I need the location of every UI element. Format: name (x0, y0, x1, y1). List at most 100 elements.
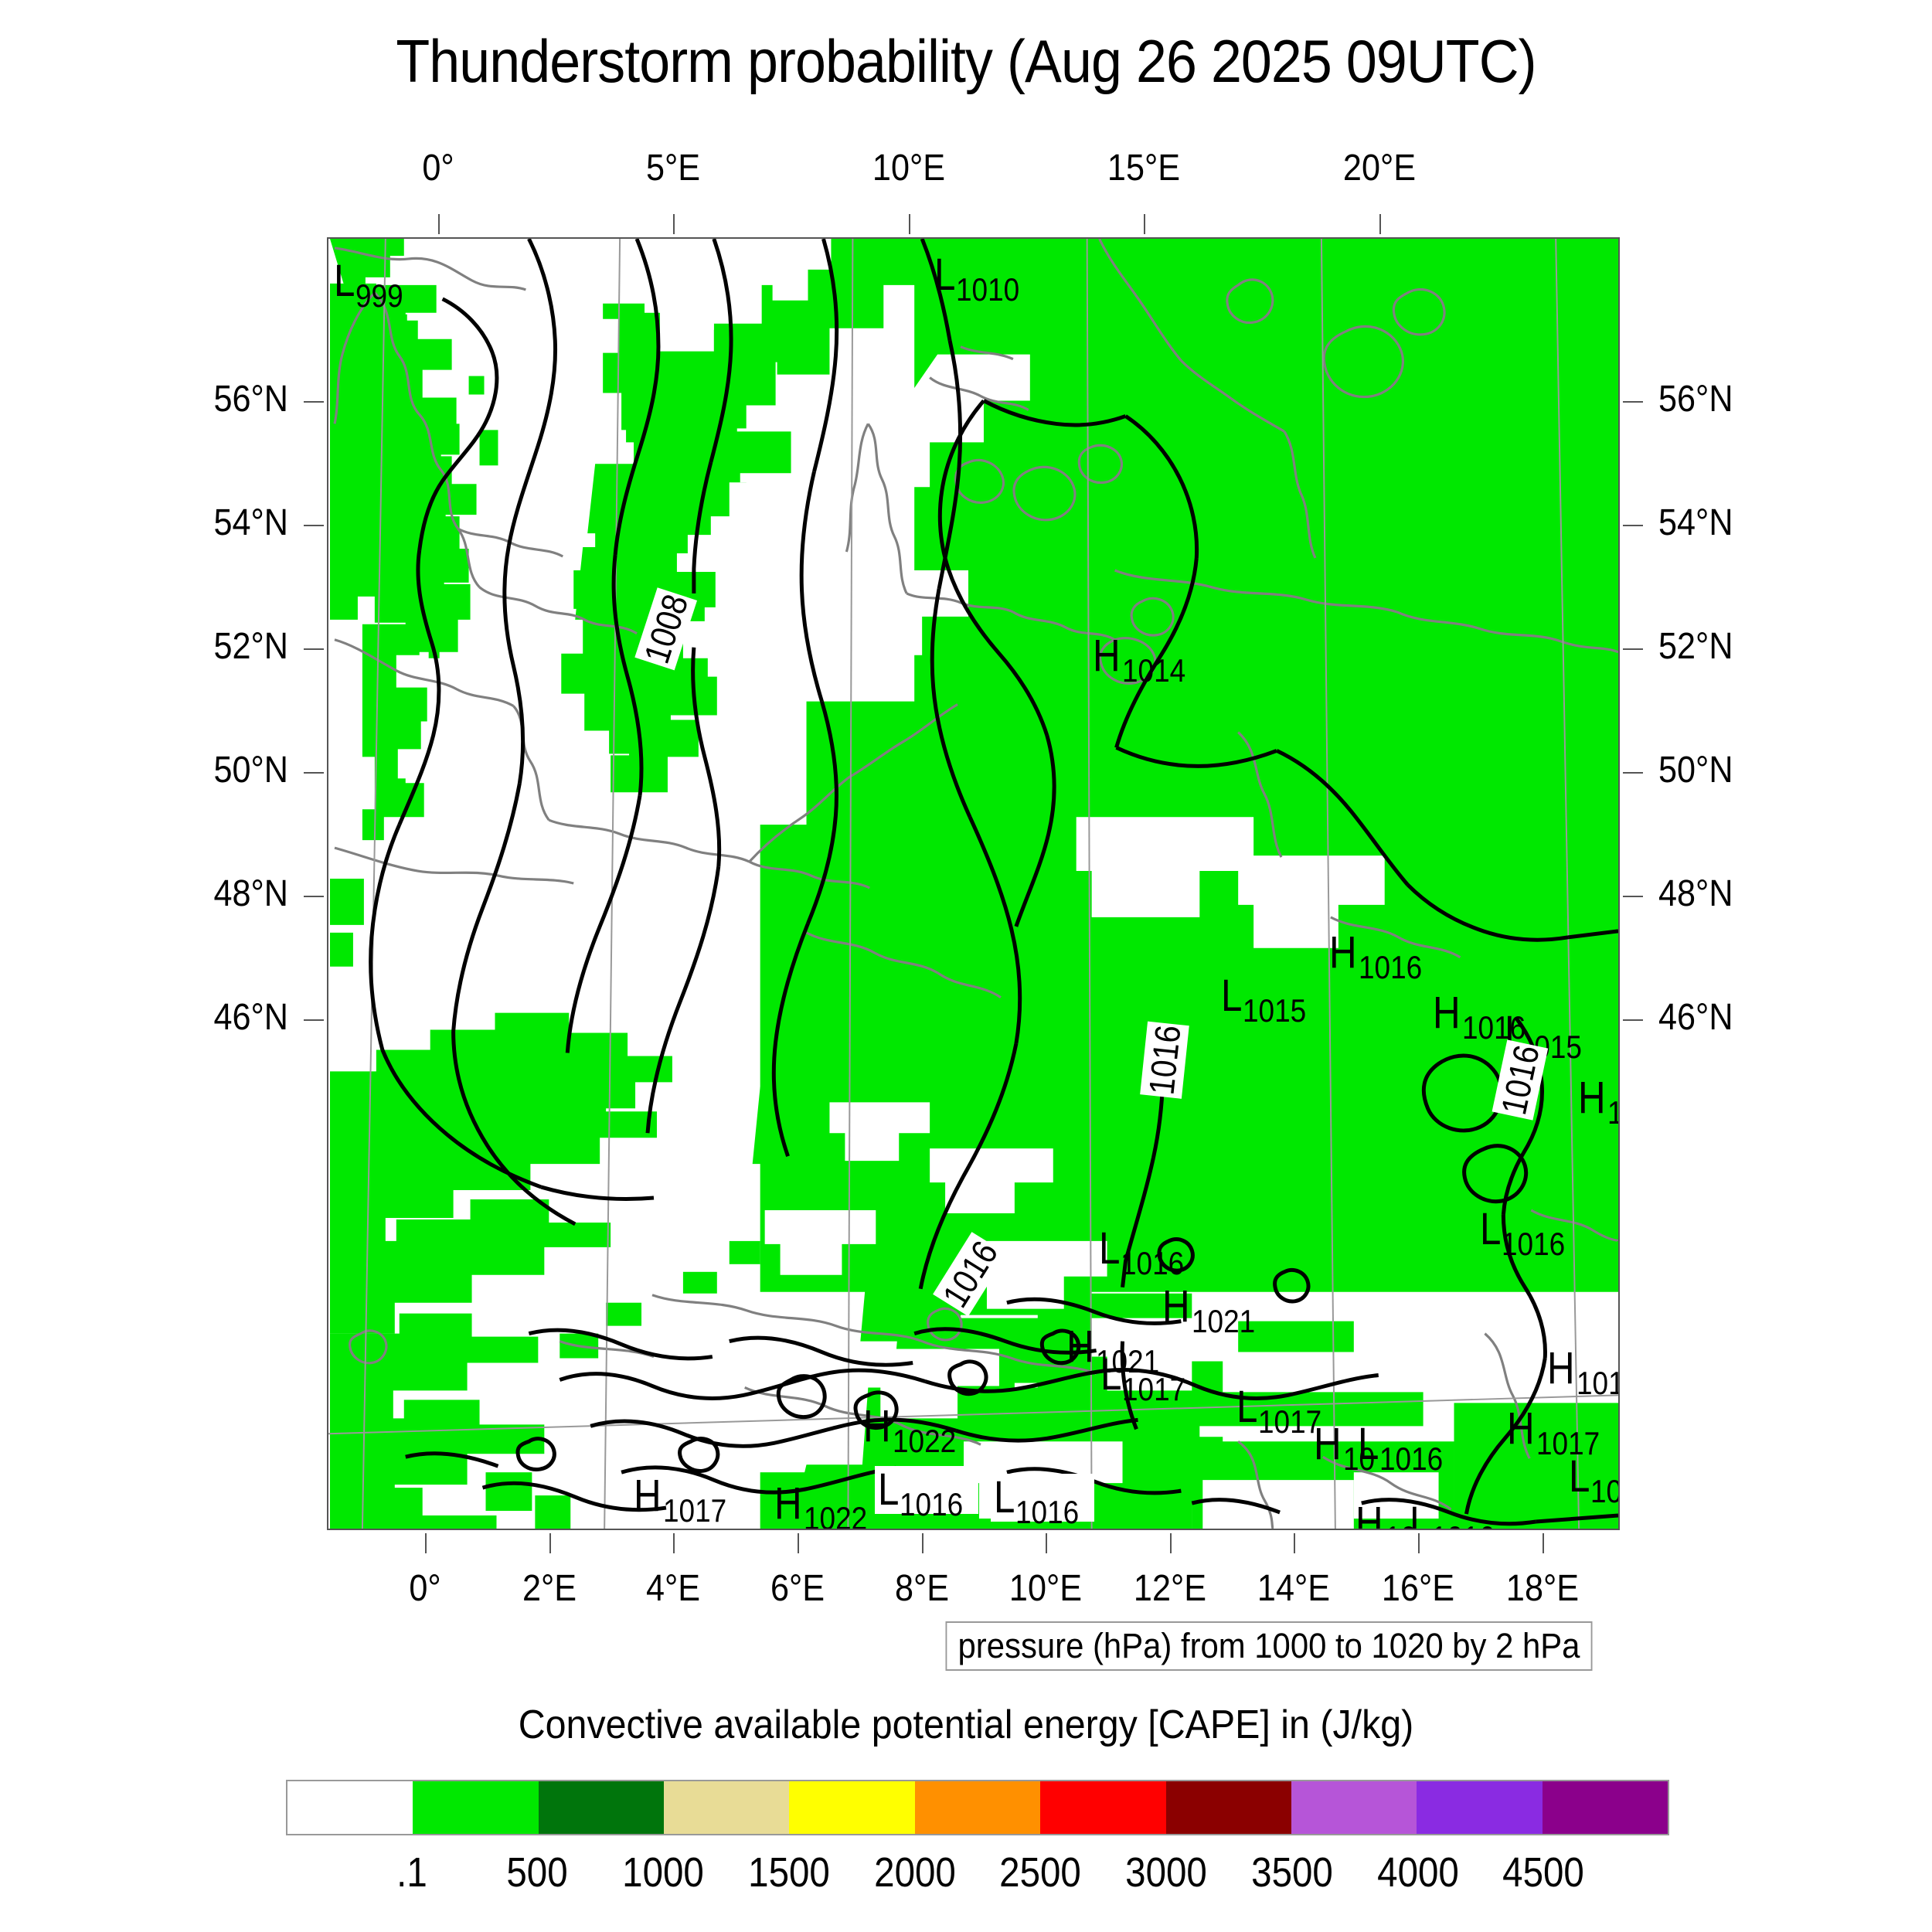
pressure-marker-value: 1021 (1095, 1343, 1160, 1379)
pressure-marker-l-9: L1016 (1099, 1223, 1196, 1280)
axis-tick-left-54°N: 54°N (213, 502, 288, 543)
axis-tickmark-bottom-7 (1294, 1533, 1296, 1553)
pressure-marker-value: 1017 (662, 1492, 727, 1529)
pressure-marker-h-7: H10 (1578, 1073, 1618, 1129)
pressure-marker-h-16: H10 (1314, 1422, 1383, 1475)
colorbar-segment-8[interactable] (1291, 1781, 1417, 1834)
axis-tickmark-top-1 (673, 214, 675, 234)
axis-tick-top-0°: 0° (422, 148, 454, 189)
axis-tick-bottom-14°E: 14°E (1257, 1568, 1331, 1609)
pressure-marker-h-20: H1017 (634, 1474, 738, 1527)
axis-tick-left-50°N: 50°N (213, 750, 288, 791)
pressure-marker-value: 10 (1342, 1440, 1376, 1477)
colorbar-segment-2[interactable] (538, 1781, 665, 1834)
colorbar[interactable] (286, 1780, 1669, 1835)
colorbar-segment-3[interactable] (664, 1781, 790, 1834)
colorbar-segment-10[interactable] (1542, 1781, 1668, 1834)
axis-tickmark-bottom-0 (425, 1533, 427, 1553)
pressure-marker-value: 1010 (956, 271, 1020, 308)
axis-tick-left-52°N: 52°N (213, 626, 288, 667)
pressure-marker-type: L (1480, 1204, 1502, 1254)
map-svg (328, 239, 1618, 1529)
pressure-marker-value: 1022 (892, 1423, 957, 1459)
colorbar-caption: Convective available potential energy [C… (518, 1702, 1414, 1747)
pressure-marker-type: L (1099, 1223, 1121, 1274)
pressure-marker-type: H (774, 1478, 802, 1529)
pressure-legend-box: pressure (hPa) from 1000 to 1020 by 2 hP… (945, 1621, 1593, 1671)
axis-tick-right-52°N: 52°N (1658, 626, 1733, 667)
pressure-marker-h-2: H1014 (1093, 634, 1197, 687)
axis-tickmark-bottom-8 (1418, 1533, 1420, 1553)
graticule (328, 239, 1618, 1529)
colorbar-segment-5[interactable] (914, 1781, 1041, 1834)
axis-tickmark-bottom-6 (1169, 1533, 1172, 1553)
axis-tick-top-20°E: 20°E (1342, 148, 1416, 189)
pressure-marker-type: H (1433, 988, 1461, 1038)
pressure-marker-value: 1021 (1191, 1303, 1256, 1339)
pressure-marker-value: 1016 (1431, 1522, 1495, 1529)
pressure-marker-value: 10 (1385, 1522, 1417, 1529)
axis-tickmark-left-3 (304, 772, 324, 774)
colorbar-tick-4500: 4500 (1502, 1849, 1585, 1896)
pressure-marker-h-18: H1017 (1507, 1406, 1611, 1460)
axis-tick-bottom-6°E: 6°E (770, 1568, 825, 1609)
pressure-marker-type: H (1066, 1321, 1094, 1372)
axis-tick-bottom-0°: 0° (409, 1568, 441, 1609)
colorbar-segment-4[interactable] (789, 1781, 915, 1834)
axis-tick-top-15°E: 15°E (1107, 148, 1181, 189)
pressure-marker-type: L (1410, 1498, 1431, 1530)
pressure-marker-l-25: L1016 (1410, 1498, 1507, 1530)
pressure-marker-type: H (1578, 1073, 1606, 1123)
page-title: Thunderstorm probability (Aug 26 2025 09… (396, 27, 1536, 95)
axis-tickmark-bottom-4 (921, 1533, 923, 1553)
pressure-marker-type: H (1329, 927, 1357, 978)
axis-tick-bottom-2°E: 2°E (522, 1568, 577, 1609)
map-canvas[interactable]: L999L1010H1014H1016L1015H1016L,015H10L10… (327, 237, 1620, 1530)
pressure-marker-type: L (1100, 1349, 1122, 1400)
pressure-marker-h-5: H1016 (1433, 988, 1537, 1044)
pressure-marker-l-19: L10 (1569, 1454, 1618, 1508)
colorbar-tick-3000: 3000 (1125, 1849, 1207, 1896)
cape-shading-green (329, 239, 1618, 1529)
pressure-marker-type: L (878, 1464, 900, 1515)
pressure-marker-value: 10 (1590, 1473, 1620, 1509)
pressure-marker-h-15: H1022 (863, 1404, 968, 1458)
axis-tick-left-56°N: 56°N (213, 379, 288, 420)
colorbar-tick-1000: 1000 (622, 1849, 705, 1896)
colorbar-segment-6[interactable] (1040, 1781, 1166, 1834)
axis-tickmark-top-3 (1144, 214, 1146, 234)
pressure-marker-value: 1015 (1243, 992, 1307, 1029)
pressure-marker-l-0: L999 (334, 259, 413, 312)
axis-tick-right-46°N: 46°N (1658, 997, 1733, 1038)
pressure-marker-value: 1016 (1379, 1440, 1444, 1477)
axis-tickmark-top-2 (908, 214, 910, 234)
colorbar-segment-7[interactable] (1165, 1781, 1291, 1834)
pressure-marker-type: L (934, 250, 956, 300)
colorbar-segment-0[interactable] (287, 1781, 413, 1834)
pressure-marker-value: 1017 (1258, 1403, 1322, 1440)
pressure-marker-type: L (1221, 971, 1243, 1021)
axis-tickmark-bottom-1 (549, 1533, 551, 1553)
pressure-marker-h-3: H1016 (1329, 927, 1434, 984)
axis-tick-bottom-16°E: 16°E (1381, 1568, 1455, 1609)
axis-tick-bottom-8°E: 8°E (894, 1568, 949, 1609)
colorbar-segment-1[interactable] (413, 1781, 539, 1834)
colorbar-segment-9[interactable] (1417, 1781, 1543, 1834)
axis-tickmark-top-4 (1379, 214, 1381, 234)
colorbar-tick-4000: 4000 (1376, 1849, 1459, 1896)
axis-tick-right-54°N: 54°N (1658, 502, 1733, 543)
pressure-marker-h-21: H1022 (774, 1478, 879, 1529)
axis-tick-top-10°E: 10°E (872, 148, 945, 189)
axis-tickmark-bottom-2 (673, 1533, 675, 1553)
pressure-marker-value: 1016 (1358, 949, 1423, 985)
pressure-marker-value: 101 (1576, 1365, 1620, 1401)
pressure-marker-l-22: L1016 (875, 1464, 978, 1521)
colorbar-tick-2000: 2000 (873, 1849, 956, 1896)
pressure-marker-value: 1014 (1121, 652, 1186, 689)
pressure-marker-value: 10 (1607, 1097, 1618, 1129)
axis-tickmark-right-3 (1623, 772, 1643, 774)
pressure-marker-type: H (1162, 1281, 1190, 1332)
axis-tick-top-5°E: 5°E (646, 148, 701, 189)
pressure-marker-type: L (994, 1472, 1015, 1522)
axis-tickmark-left-2 (304, 648, 324, 650)
